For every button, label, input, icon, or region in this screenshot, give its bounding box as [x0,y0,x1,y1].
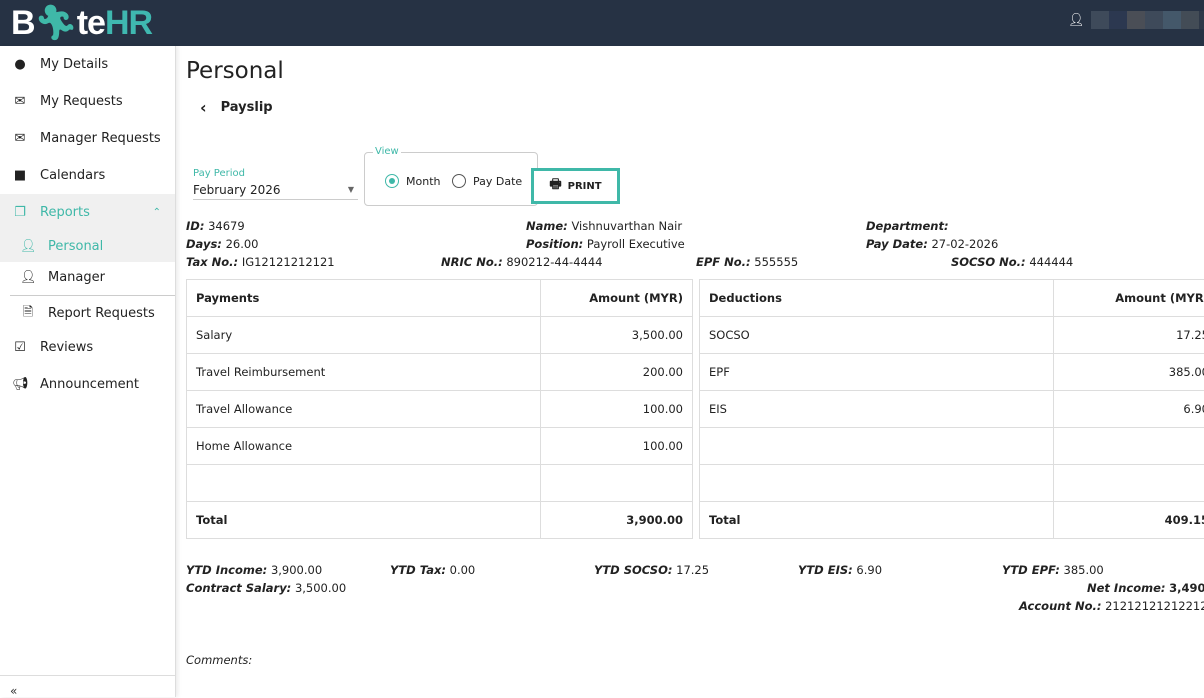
print-button[interactable]: 🖶︎PRINT [531,168,620,204]
ytd-income: YTD Income: 3,900.00 [186,563,322,577]
info-socso-no: SOCSO No.: 444444 [951,255,1073,269]
info-days: Days: 26.00 [186,237,259,251]
caret-down-icon: ▼ [348,185,354,194]
sidebar-item-manager[interactable]: 👤︎Manager [0,262,175,293]
info-position: Position: Payroll Executive [526,237,685,251]
file-icon: 🗎︎ [20,303,36,325]
radio-checked-icon [385,174,399,188]
sidebar-item-reports[interactable]: ❐Reports⌃ [0,194,175,231]
divider [10,295,175,296]
sidebar-item-my-requests[interactable]: ✉My Requests [0,83,175,120]
envelope-check-icon: ✉ [12,131,28,146]
top-bar: B🏃︎teHR 👤︎ [0,0,1204,46]
info-epf-no: EPF No.: 555555 [696,255,798,269]
comments-label: Comments: [186,653,252,667]
info-pay-date: Pay Date: 27-02-2026 [866,237,998,251]
pay-period-select[interactable]: Pay Period February 2026 ▼ [193,168,358,200]
sidebar-item-my-details[interactable]: ●My Details [0,46,175,83]
info-department: Department: [866,219,949,233]
bytehr-logo[interactable]: B🏃︎teHR [11,3,152,43]
info-tax-no: Tax No.: IG12121212121 [186,255,335,269]
radio-unchecked-icon [452,174,466,188]
chevron-left-icon[interactable]: ‹ [200,98,207,117]
sidebar-item-personal[interactable]: 👤︎Personal [0,231,175,262]
view-pay-date-radio[interactable]: Pay Date [452,174,522,188]
sidebar-item-announcement[interactable]: 📢︎Announcement [0,366,175,403]
main-content: Personal ‹Payslip Pay Period February 20… [186,46,1204,117]
ytd-eis: YTD EIS: 6.90 [798,563,882,577]
account-no: Account No.: 2121212121221212121 [1019,599,1204,613]
reviews-icon: ☑ [12,340,28,355]
info-name: Name: Vishnuvarthan Nair [526,219,682,233]
page-title: Personal [186,58,1204,84]
collapse-sidebar-button[interactable]: « [0,675,176,697]
user-tie-icon: 👤︎ [20,270,36,285]
ytd-epf: YTD EPF: 385.00 [1002,563,1104,577]
sidebar-item-calendars[interactable]: ■Calendars [0,157,175,194]
table-row [187,465,693,502]
ytd-tax: YTD Tax: 0.00 [390,563,475,577]
sidebar: ●My Details ✉My Requests ✉Manager Reques… [0,46,176,697]
table-row [700,465,1204,502]
envelope-icon: ✉ [12,94,28,109]
sidebar-item-manager-requests[interactable]: ✉Manager Requests [0,120,175,157]
user-menu[interactable]: 👤︎ [1068,11,1204,29]
table-row [700,428,1204,465]
bullhorn-icon: 📢︎ [12,377,28,392]
printer-icon: 🖶︎ [549,175,561,197]
back-to-payslip[interactable]: ‹Payslip [200,98,1204,117]
info-nric: NRIC No.: 890212-44-4444 [441,255,602,269]
info-id: ID: 34679 [186,219,245,233]
user-circle-icon: ● [12,57,28,72]
double-chevron-left-icon: « [10,684,17,698]
view-month-radio[interactable]: Month [385,174,440,188]
chevron-up-icon: ⌃ [153,207,161,218]
sidebar-item-reviews[interactable]: ☑Reviews [0,329,175,366]
copy-icon: ❐ [12,205,28,220]
ytd-socso: YTD SOCSO: 17.25 [594,563,709,577]
redacted-user-name [1091,11,1204,29]
user-icon: 👤︎ [1068,13,1085,28]
view-radio-group: View Month Pay Date [364,152,538,206]
net-income: Net Income: 3,490.85 [1087,581,1204,595]
user-icon: 👤︎ [20,239,36,254]
sidebar-item-report-requests[interactable]: 🗎︎Report Requests [0,298,175,329]
contract-salary: Contract Salary: 3,500.00 [186,581,346,595]
calendar-icon: ■ [12,168,28,183]
